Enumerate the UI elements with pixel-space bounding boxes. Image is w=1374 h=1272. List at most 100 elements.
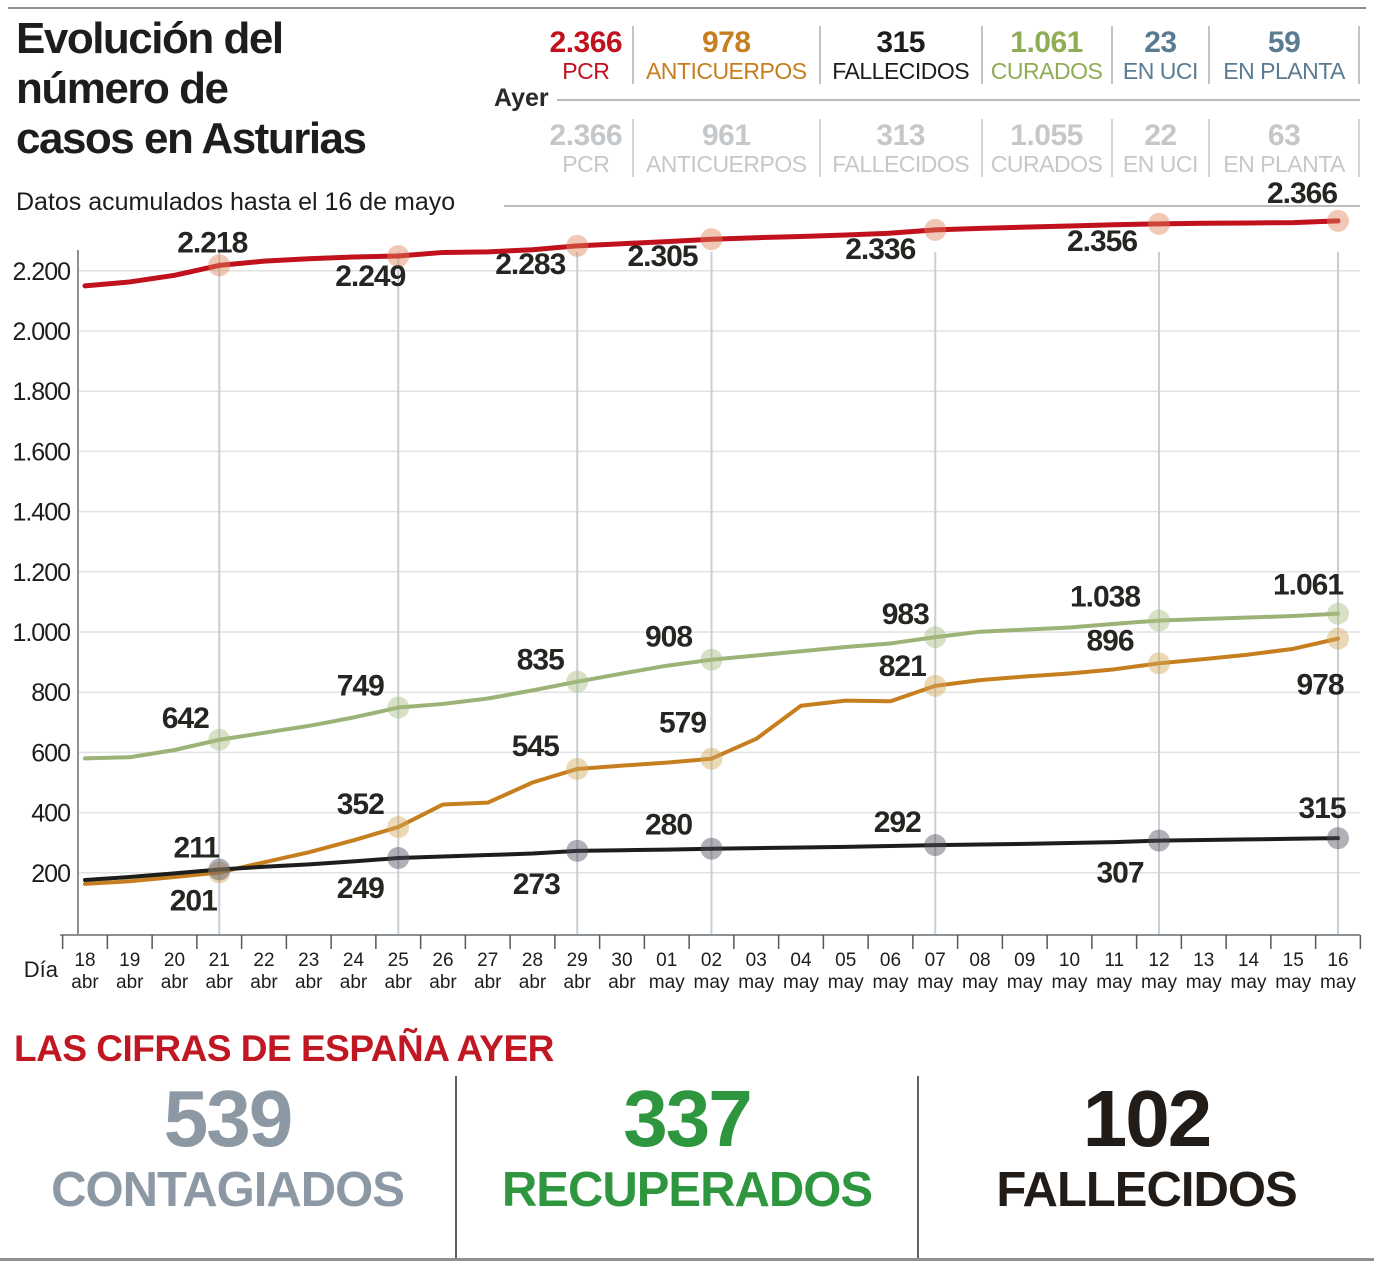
series-fallecidos-marker <box>924 834 947 857</box>
ayer-stat-pcr-value: 2.366 <box>549 119 623 152</box>
stat-en-uci: 23 EN UCI <box>1113 26 1211 84</box>
stat-en-planta: 59 EN PLANTA <box>1210 26 1360 84</box>
series-fallecidos-marker <box>1148 829 1170 852</box>
x-axis-month-label: abr <box>340 972 368 993</box>
series-curados-point-label: 749 <box>337 670 384 703</box>
series-curados-point-label: 983 <box>882 598 929 631</box>
bottom-rule <box>0 1258 1374 1261</box>
series-fallecidos-point-label: 280 <box>645 809 692 842</box>
stat-en-uci-label: EN UCI <box>1122 58 1198 84</box>
stat-anticuerpos-label: ANTICUERPOS <box>645 58 807 84</box>
stat-fallecidos-value: 315 <box>876 26 925 59</box>
ayer-rule <box>557 99 1360 101</box>
x-axis-day-label: 28 <box>522 950 543 971</box>
footer-heading: LAS CIFRAS DE ESPAÑA AYER <box>14 1028 554 1069</box>
series-pcr-marker <box>924 218 947 241</box>
series-curados-marker <box>924 626 947 649</box>
ayer-stat-en-uci-label: EN UCI <box>1122 151 1198 177</box>
stat-fallecidos: 315 FALLECIDOS <box>821 26 983 84</box>
x-axis-day-label: 02 <box>701 950 722 971</box>
ayer-stat-fallecidos: 313 FALLECIDOS <box>821 119 983 177</box>
x-axis-month-label: may <box>828 972 864 993</box>
stat-pcr-label: PCR <box>562 58 610 84</box>
series-pcr-point-label: 2.366 <box>1267 177 1337 210</box>
series-fallecidos-point-label: 249 <box>337 872 384 905</box>
stat-curados-label: CURADOS <box>990 58 1103 84</box>
ayer-stat-en-uci-value: 22 <box>1144 119 1177 152</box>
series-anticuerpos-marker <box>1148 652 1170 675</box>
series-pcr-point-label: 2.356 <box>1067 225 1137 258</box>
footer-stat-recuperados-value: 337 <box>623 1074 752 1163</box>
stat-curados: 1.061 CURADOS <box>983 26 1113 84</box>
series-pcr-marker <box>700 228 723 251</box>
ayer-stat-fallecidos-label: FALLECIDOS <box>832 151 970 177</box>
x-axis-title: Día <box>24 957 59 982</box>
x-axis-month-label: abr <box>71 972 99 993</box>
footer-stat-contagiados-label: CONTAGIADOS <box>51 1163 405 1217</box>
ayer-stat-curados: 1.055 CURADOS <box>983 119 1113 177</box>
x-axis-day-label: 12 <box>1148 950 1169 971</box>
ayer-stat-en-planta-label: EN PLANTA <box>1223 151 1345 177</box>
x-axis-day-label: 01 <box>656 950 677 971</box>
series-anticuerpos-point-label: 821 <box>879 650 926 683</box>
ayer-stat-pcr-label: PCR <box>562 151 610 177</box>
x-axis-month-label: may <box>1275 972 1311 993</box>
subtitle-rule <box>504 205 1360 207</box>
stat-fallecidos-label: FALLECIDOS <box>832 58 970 84</box>
x-axis-month-label: abr <box>116 972 144 993</box>
y-axis-tick-label: 1.400 <box>12 499 70 527</box>
series-pcr-marker <box>1327 209 1349 232</box>
x-axis-month-label: abr <box>564 972 592 993</box>
x-axis-month-label: may <box>649 972 685 993</box>
x-axis-month-label: may <box>1141 972 1177 993</box>
series-anticuerpos-point-label: 978 <box>1296 669 1343 702</box>
x-axis-month-label: abr <box>474 972 502 993</box>
page-title-line-3: casos en Asturias <box>16 114 367 163</box>
series-anticuerpos-marker <box>700 747 723 770</box>
series-curados-line <box>83 611 1340 761</box>
x-axis-day-label: 13 <box>1193 950 1214 971</box>
series-pcr-point-label: 2.305 <box>627 240 697 273</box>
series-curados-marker <box>208 728 231 751</box>
page-title-line-1: Evolución del <box>16 14 284 63</box>
series-anticuerpos-point-label: 579 <box>659 707 706 740</box>
series-pcr-line <box>82 218 1341 289</box>
x-axis-day-label: 14 <box>1238 950 1260 971</box>
series-pcr-marker <box>387 245 410 268</box>
series-curados-point-label: 908 <box>645 621 692 654</box>
series-curados-marker <box>566 670 589 693</box>
x-axis-month-label: may <box>1320 972 1356 993</box>
series-fallecidos-point-label: 292 <box>874 806 921 839</box>
footer-stat-contagiados: 539 CONTAGIADOS <box>0 1076 455 1258</box>
series-fallecidos-point-label: 211 <box>174 831 220 864</box>
ayer-stat-en-planta: 63 EN PLANTA <box>1210 119 1360 177</box>
series-fallecidos-point-label: 307 <box>1096 857 1143 890</box>
series-fallecidos-marker <box>208 858 231 881</box>
series-anticuerpos-marker <box>1327 627 1349 650</box>
x-axis-day-label: 21 <box>209 950 230 971</box>
y-axis-tick-label: 2.000 <box>12 318 70 346</box>
x-axis-day-label: 08 <box>969 950 990 971</box>
x-axis-day-label: 15 <box>1283 950 1304 971</box>
ayer-stat-pcr: 2.366 PCR <box>540 119 634 177</box>
x-axis-day-label: 27 <box>477 950 498 971</box>
x-axis-day-label: 23 <box>298 950 319 971</box>
series-anticuerpos-marker <box>208 861 231 884</box>
x-axis-month-label: may <box>694 972 730 993</box>
series-curados-marker <box>700 648 723 671</box>
x-axis-month-label: may <box>1186 972 1222 993</box>
page-title: Evolución del número de casos en Asturia… <box>16 14 367 164</box>
series-pcr-point-label: 2.336 <box>845 233 915 266</box>
series-pcr-marker <box>566 234 589 257</box>
series-curados-point-label: 642 <box>162 702 209 735</box>
y-axis-tick-label: 1.800 <box>12 378 70 406</box>
footer-stat-recuperados-label: RECUPERADOS <box>501 1163 873 1217</box>
stat-anticuerpos: 978 ANTICUERPOS <box>634 26 821 84</box>
x-axis-month-label: may <box>962 972 998 993</box>
stat-en-planta-value: 59 <box>1267 26 1301 59</box>
stat-pcr-value: 2.366 <box>549 26 623 59</box>
series-fallecidos-point-label: 273 <box>513 868 560 901</box>
x-axis-day-label: 30 <box>611 950 632 971</box>
series-fallecidos-marker <box>700 837 723 860</box>
